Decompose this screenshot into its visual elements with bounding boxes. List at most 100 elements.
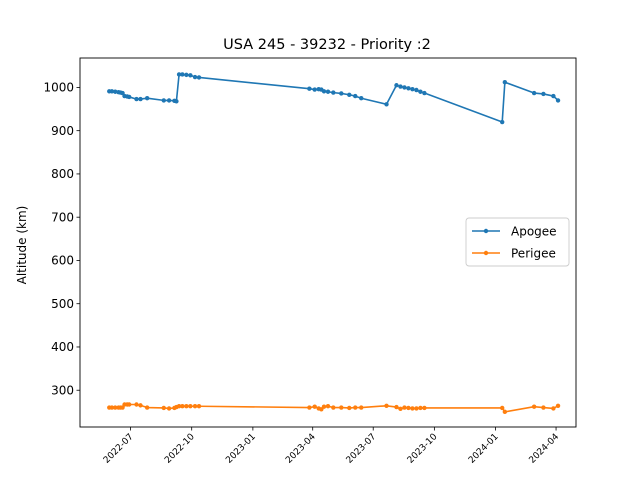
apogee-point [541, 91, 546, 97]
perigee-point [184, 404, 189, 409]
apogee-point [127, 94, 132, 100]
perigee-point [325, 404, 331, 409]
apogee-point [531, 90, 537, 96]
perigee-point [144, 405, 150, 410]
y-axis-label: Altitude (km) [15, 206, 29, 285]
apogee-point [359, 96, 364, 101]
apogee-point [414, 87, 419, 93]
perigee-point [127, 402, 132, 407]
perigee-point [138, 403, 143, 408]
apogee-point [384, 102, 389, 107]
apogee-point [321, 89, 327, 94]
chart-title: USA 245 - 39232 - Priority :2 [223, 37, 431, 53]
perigee-point [161, 405, 166, 411]
apogee-point [307, 86, 312, 91]
apogee-point [551, 93, 556, 99]
apogee-point [347, 92, 352, 97]
apogee-point [394, 83, 399, 88]
x-tick-label: 2023-01 [224, 432, 258, 466]
x-tick-label: 2022-10 [163, 432, 197, 466]
apogee-point [174, 99, 179, 104]
axes-frame [79, 57, 577, 428]
legend-apogee-marker [483, 228, 489, 234]
perigee-point [502, 409, 508, 415]
perigee-point [402, 405, 407, 410]
perigee-point [384, 403, 389, 409]
y-tick-label: 500 [51, 297, 74, 311]
apogee-point [109, 89, 115, 94]
perigee-point [312, 404, 317, 409]
perigee-point [353, 405, 358, 410]
apogee-point [406, 86, 411, 91]
apogee-point [134, 96, 139, 102]
apogee-point [192, 74, 198, 80]
plot-area [107, 72, 561, 415]
perigee-point [541, 405, 546, 410]
y-tick-label: 400 [51, 340, 74, 354]
legend-perigee-marker [483, 250, 489, 256]
apogee-point [339, 91, 344, 96]
x-tick-label: 2023-04 [284, 432, 318, 466]
perigee-point [331, 405, 336, 410]
perigee-point [347, 405, 352, 411]
apogee-point [325, 89, 331, 94]
apogee-point [166, 98, 172, 103]
legend-box [465, 217, 570, 267]
perigee-point [555, 403, 561, 409]
perigee-point [109, 405, 115, 410]
x-tick-label: 2024-04 [528, 432, 562, 466]
apogee-line [109, 73, 559, 123]
y-ticks: 300 400 500 600 700 800 900 1000 [43, 81, 80, 397]
perigee-point [339, 405, 344, 410]
apogee-point [196, 75, 202, 80]
y-tick-label: 300 [51, 383, 74, 397]
perigee-point [196, 404, 202, 409]
perigee-point [422, 405, 427, 411]
legend-perigee-label: Perigee [511, 247, 556, 261]
perigee-point [307, 405, 312, 410]
apogee-point [402, 85, 407, 90]
perigee-point [192, 404, 198, 409]
perigee-point [321, 404, 327, 409]
apogee-point [353, 93, 358, 99]
apogee-point [138, 96, 143, 102]
perigee-point [180, 404, 185, 409]
perigee-point [359, 405, 364, 410]
apogee-point [144, 96, 150, 101]
apogee-point [418, 89, 423, 94]
perigee-point [410, 406, 415, 411]
y-tick-label: 800 [51, 167, 74, 181]
apogee-point [176, 72, 182, 77]
perigee-point [188, 404, 193, 409]
perigee-point [418, 405, 423, 411]
apogee-point [422, 90, 427, 96]
apogee-point [184, 72, 189, 78]
perigee-point [551, 406, 556, 411]
perigee-point [113, 405, 118, 410]
y-tick-label: 900 [51, 124, 74, 138]
apogee-point [555, 98, 561, 103]
perigee-point [398, 406, 403, 412]
apogee-point [188, 73, 193, 78]
perigee-point [406, 405, 411, 411]
perigee-point [531, 404, 537, 409]
x-tick-label: 2024-01 [467, 432, 501, 466]
x-tick-label: 2023-07 [345, 432, 379, 466]
perigee-point [414, 406, 419, 411]
y-tick-label: 1000 [43, 81, 74, 95]
legend-apogee-label: Apogee [511, 225, 557, 239]
apogee-point [161, 98, 166, 103]
y-tick-label: 700 [51, 210, 74, 224]
legend: Apogee Perigee [465, 217, 570, 267]
perigee-point [394, 404, 399, 410]
perigee-point [166, 406, 172, 411]
apogee-point [499, 119, 505, 125]
apogee-point [410, 86, 415, 92]
x-tick-label: 2023-10 [406, 432, 440, 466]
apogee-point [398, 84, 403, 89]
perigee-point [499, 405, 505, 411]
apogee-point [113, 89, 118, 94]
apogee-point [331, 90, 336, 95]
apogee-point [502, 80, 508, 85]
